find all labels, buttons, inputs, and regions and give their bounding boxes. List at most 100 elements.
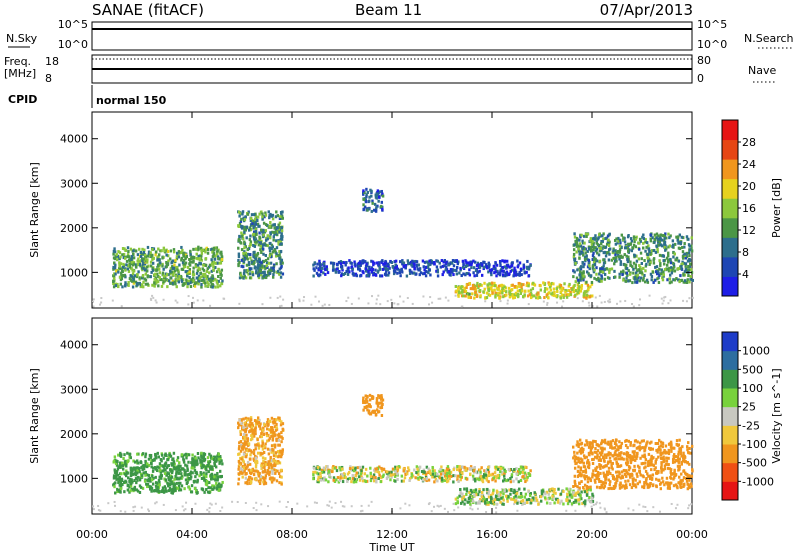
rti-cell: [473, 266, 475, 269]
rti-cell: [181, 453, 183, 456]
noise-cell: [209, 503, 211, 505]
rti-cell: [161, 265, 163, 268]
rti-cell: [258, 258, 260, 261]
rti-cell: [135, 266, 137, 269]
rti-cell: [186, 481, 188, 484]
rti-cell: [275, 439, 277, 442]
rti-cell: [389, 260, 391, 263]
rti-cell: [268, 420, 270, 423]
rti-cell: [161, 454, 163, 457]
rti-cell: [149, 251, 151, 254]
rti-cell: [196, 460, 198, 463]
rti-cell: [619, 245, 621, 248]
rti-cell: [445, 265, 447, 268]
rti-cell: [267, 234, 269, 237]
rti-cell: [653, 249, 655, 252]
rti-cell: [185, 453, 187, 456]
rti-cell: [264, 442, 266, 445]
rti-cell: [159, 276, 161, 279]
rti-cell: [604, 273, 606, 276]
rti-cell: [374, 269, 376, 272]
rti-cell: [632, 268, 634, 271]
rti-cell: [565, 498, 567, 501]
rti-cell: [185, 270, 187, 273]
rti-cell: [141, 474, 143, 477]
rti-cell: [252, 255, 254, 258]
rti-cell: [640, 252, 642, 255]
y-tick-label: 2000: [60, 222, 88, 235]
rti-cell: [683, 242, 685, 245]
rti-cell: [132, 278, 134, 281]
rti-cell: [642, 242, 644, 245]
rti-cell: [127, 281, 129, 284]
rti-cell: [221, 462, 223, 465]
rti-cell: [464, 498, 466, 501]
rti-cell: [146, 275, 148, 278]
rti-cell: [158, 455, 160, 458]
rti-cell: [262, 429, 264, 432]
rti-cell: [249, 238, 251, 241]
rti-cell: [262, 460, 264, 463]
noise-cell: [445, 297, 447, 299]
noise-cell: [582, 300, 584, 302]
rti-cell: [490, 473, 492, 476]
noise-cell: [361, 505, 363, 507]
rti-cell: [220, 459, 222, 462]
rti-cell: [263, 433, 265, 436]
rti-cell: [257, 216, 259, 219]
rti-cell: [352, 466, 354, 469]
rti-cell: [588, 496, 590, 499]
rti-cell: [142, 452, 144, 455]
rti-cell: [221, 481, 223, 484]
rti-cell: [518, 282, 520, 285]
nave-top-tick: 80: [697, 54, 711, 67]
noise-cell: [607, 300, 609, 302]
rti-cell: [539, 296, 541, 299]
rti-cell: [237, 453, 239, 456]
rti-cell: [124, 269, 126, 272]
rti-cell: [634, 254, 636, 257]
rti-cell: [658, 259, 660, 262]
noise-cell: [397, 303, 399, 305]
rti-cell: [687, 274, 689, 277]
noise-cell: [302, 300, 304, 302]
noise-cell: [358, 298, 360, 300]
rti-cell: [255, 457, 257, 460]
rti-cell: [249, 453, 251, 456]
rti-cell: [140, 251, 142, 254]
rti-cell: [644, 269, 646, 272]
rti-cell: [466, 264, 468, 267]
rti-cell: [121, 285, 123, 288]
rti-cell: [254, 429, 256, 432]
rti-cell: [242, 210, 244, 213]
rti-cell: [516, 502, 518, 505]
rti-cell: [275, 455, 277, 458]
noise-cell: [646, 510, 648, 512]
rti-cell: [136, 282, 138, 285]
rti-cell: [347, 273, 349, 276]
rti-cell: [218, 458, 220, 461]
rti-cell: [520, 292, 522, 295]
rti-cell: [618, 255, 620, 258]
rti-cell: [181, 249, 183, 252]
noise-cell: [331, 507, 333, 509]
rti-cell: [502, 499, 504, 502]
noise-cell: [543, 301, 545, 303]
rti-cell: [169, 468, 171, 471]
rti-cell: [173, 452, 175, 455]
rti-cell: [278, 257, 280, 260]
rti-cell: [124, 473, 126, 476]
rti-cell: [130, 258, 132, 261]
rti-cell: [454, 269, 456, 272]
rti-cell: [380, 467, 382, 470]
rti-cell: [162, 272, 164, 275]
rti-cell: [191, 457, 193, 460]
rti-cell: [510, 264, 512, 267]
rti-cell: [157, 284, 159, 287]
rti-cell: [256, 444, 258, 447]
rti-cell: [317, 466, 319, 469]
rti-cell: [407, 259, 409, 262]
rti-cell: [221, 269, 223, 272]
rti-cell: [523, 488, 525, 491]
nsky-label: N.Sky: [6, 32, 38, 45]
